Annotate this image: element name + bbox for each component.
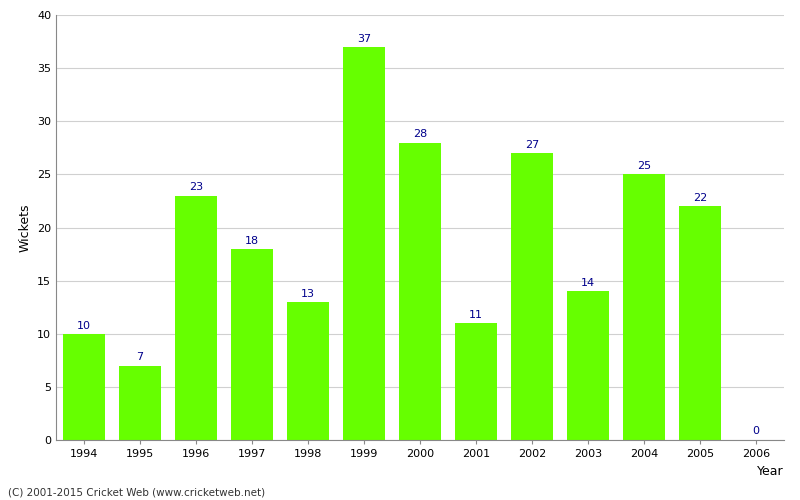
Text: 13: 13	[301, 288, 315, 298]
Bar	[567, 291, 609, 440]
Text: 0: 0	[753, 426, 759, 436]
Text: 11: 11	[469, 310, 483, 320]
Text: 27: 27	[525, 140, 539, 150]
Text: 28: 28	[413, 130, 427, 140]
Text: 23: 23	[189, 182, 203, 192]
Text: 25: 25	[637, 161, 651, 171]
X-axis label: Year: Year	[758, 464, 784, 477]
Text: 10: 10	[77, 320, 91, 330]
Text: 7: 7	[137, 352, 143, 362]
Text: 18: 18	[245, 236, 259, 246]
Bar	[455, 323, 497, 440]
Bar	[679, 206, 721, 440]
Text: 14: 14	[581, 278, 595, 288]
Bar	[623, 174, 665, 440]
Bar	[119, 366, 161, 440]
Bar	[175, 196, 217, 440]
Bar	[399, 142, 441, 440]
Bar	[343, 47, 385, 440]
Y-axis label: Wickets: Wickets	[18, 203, 31, 252]
Bar	[287, 302, 329, 440]
Text: 37: 37	[357, 34, 371, 43]
Bar	[511, 153, 553, 440]
Text: (C) 2001-2015 Cricket Web (www.cricketweb.net): (C) 2001-2015 Cricket Web (www.cricketwe…	[8, 488, 265, 498]
Bar	[63, 334, 105, 440]
Text: 22: 22	[693, 193, 707, 203]
Bar	[231, 248, 273, 440]
